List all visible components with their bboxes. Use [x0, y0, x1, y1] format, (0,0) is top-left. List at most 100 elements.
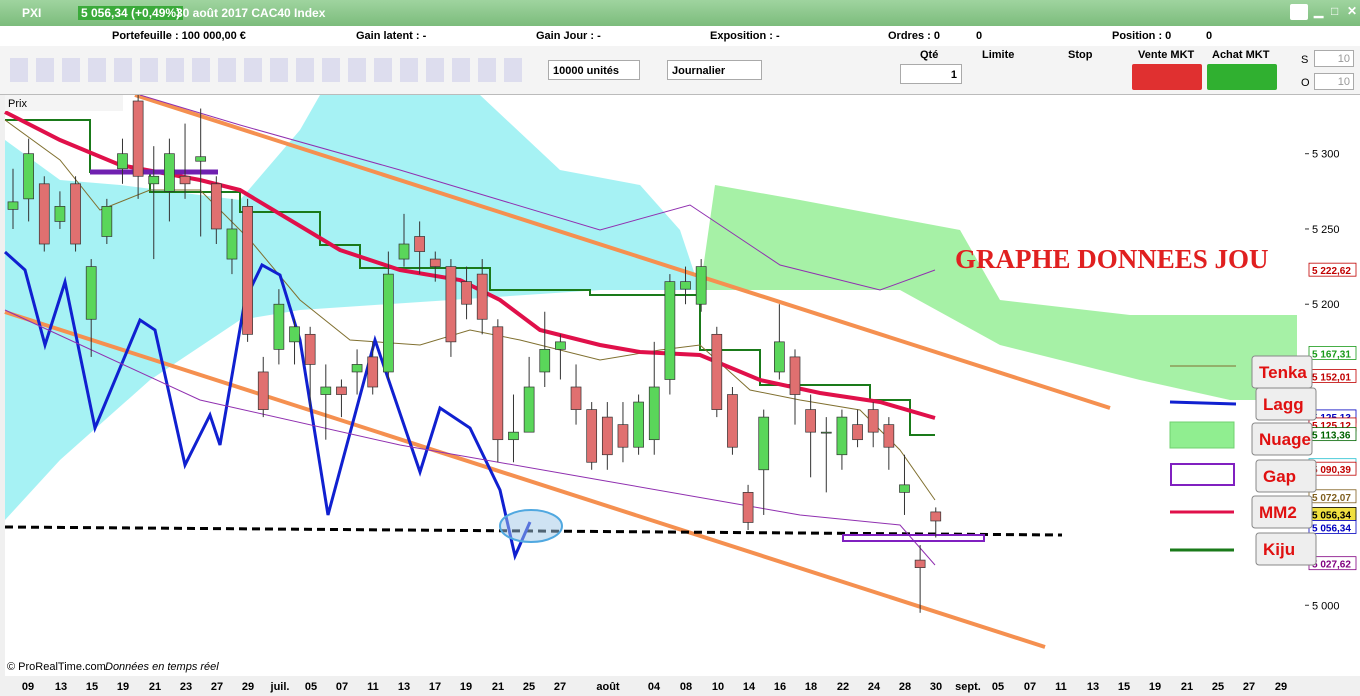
channel-top	[134, 95, 1111, 410]
candle-body	[601, 416, 613, 456]
panel-label: Prix	[8, 98, 27, 110]
drawing-tools[interactable]	[10, 58, 530, 82]
legend-label: Kiju	[1263, 540, 1295, 559]
legend-button[interactable]	[1255, 532, 1317, 566]
candle-body	[476, 273, 488, 320]
x-tick-label: 10	[712, 681, 724, 693]
annotation: GRAPHE DONNEES JOU	[955, 244, 1269, 274]
bollinger-line	[139, 95, 936, 291]
candle-body	[351, 364, 363, 373]
x-tick-label: sept.	[955, 681, 981, 693]
x-axis-bg	[0, 676, 1360, 696]
s-input[interactable]: 10	[1314, 50, 1354, 67]
y-tick-label: 5 000	[1312, 600, 1340, 612]
legend-button[interactable]	[1251, 422, 1313, 456]
x-tick-label: 19	[117, 681, 129, 693]
x-tick-label: 24	[868, 681, 881, 693]
legend-label: MM2	[1259, 503, 1297, 522]
x-tick-label: 30	[930, 681, 942, 693]
x-tick-label: 11	[367, 681, 379, 693]
candle-body	[148, 175, 160, 185]
candle-body	[23, 153, 34, 200]
support-line	[4, 525, 1063, 537]
candle-body	[867, 409, 879, 433]
buy-button[interactable]	[1207, 64, 1277, 90]
x-tick-label: juil.	[270, 681, 290, 693]
price-marker-label: 5 113,36	[1312, 431, 1351, 442]
x-tick-label: 05	[305, 681, 317, 693]
limit-label: Limite	[982, 49, 1015, 61]
candle-body	[257, 371, 269, 410]
candle-body	[852, 424, 863, 441]
candle-body	[461, 281, 472, 305]
candle-body	[117, 153, 128, 170]
x-tick-label: 15	[86, 681, 98, 693]
candle-body	[711, 333, 723, 410]
candle-body	[320, 386, 332, 395]
x-tick-label: 25	[1212, 681, 1224, 693]
legend-label: Tenka	[1259, 363, 1307, 382]
legend-button[interactable]	[1255, 459, 1317, 493]
position: Position : 0	[1112, 30, 1172, 42]
x-tick-label: 28	[899, 681, 911, 693]
highlight-circle	[499, 509, 563, 543]
candle-body	[367, 356, 379, 388]
price-marker-label: 5 222,62	[1312, 266, 1351, 277]
x-tick-label: 27	[554, 681, 566, 693]
x-tick-label: 16	[774, 681, 786, 693]
credit: © ProRealTime.com	[7, 661, 106, 673]
maximize[interactable]: □	[1331, 4, 1339, 18]
candle-body	[805, 409, 816, 433]
candle-body	[383, 273, 394, 373]
x-tick-label: 18	[805, 681, 817, 693]
candle-body	[570, 386, 582, 410]
candle-body	[54, 206, 66, 222]
y-axis-bg	[1305, 95, 1360, 676]
y-tick-label: 5 250	[1312, 224, 1340, 236]
candle-body	[85, 266, 97, 320]
candle-body	[695, 266, 707, 305]
x-tick-label: 21	[492, 681, 504, 693]
period-select[interactable]: Journalier	[667, 60, 762, 80]
sell-label: Vente MKT	[1138, 49, 1195, 61]
close[interactable]: ✕	[1347, 4, 1358, 18]
price-marker-label: 5 056,34	[1312, 510, 1351, 521]
price-marker-label: 5 167,31	[1312, 349, 1351, 360]
candle-body	[445, 266, 457, 343]
candle-body	[836, 416, 848, 456]
x-tick-label: 11	[1055, 681, 1067, 693]
units-select[interactable]: 10000 unités	[548, 60, 640, 80]
candle-body	[289, 326, 300, 343]
x-tick-label: 21	[1181, 681, 1193, 693]
legend-button[interactable]	[1251, 495, 1313, 529]
o-input[interactable]: 10	[1314, 73, 1354, 90]
candle-body	[899, 484, 910, 493]
x-tick-label: 08	[680, 681, 692, 693]
candle-body	[429, 258, 441, 267]
candle-body	[38, 183, 50, 245]
bollinger-low	[4, 309, 936, 566]
quote: 5 056,34 (+0,49%)	[78, 6, 184, 20]
x-tick-label: 25	[523, 681, 535, 693]
x-tick-label: 15	[1118, 681, 1130, 693]
x-tick-label: 13	[1087, 681, 1099, 693]
candle-body	[820, 431, 832, 434]
candle-body	[492, 326, 504, 441]
price-marker-label: 5 027,62	[1312, 560, 1351, 571]
candle-body	[555, 341, 566, 350]
candle-body	[226, 228, 238, 260]
o-label: O	[1301, 77, 1310, 89]
qty-input[interactable]: 1	[900, 64, 962, 84]
buy-label: Achat MKT	[1212, 49, 1270, 61]
x-tick-label: 27	[1243, 681, 1255, 693]
keyboard-btn[interactable]	[1290, 4, 1308, 20]
price-marker-label: 5 072,07	[1312, 493, 1351, 504]
minimize[interactable]: ▁	[1314, 4, 1324, 18]
legend-button[interactable]	[1255, 387, 1317, 421]
candle-body	[414, 236, 425, 252]
x-tick-label: 29	[1275, 681, 1287, 693]
orders: Ordres : 0	[888, 30, 940, 42]
sell-button[interactable]	[1132, 64, 1202, 90]
y-tick-label: 5 300	[1312, 149, 1340, 161]
